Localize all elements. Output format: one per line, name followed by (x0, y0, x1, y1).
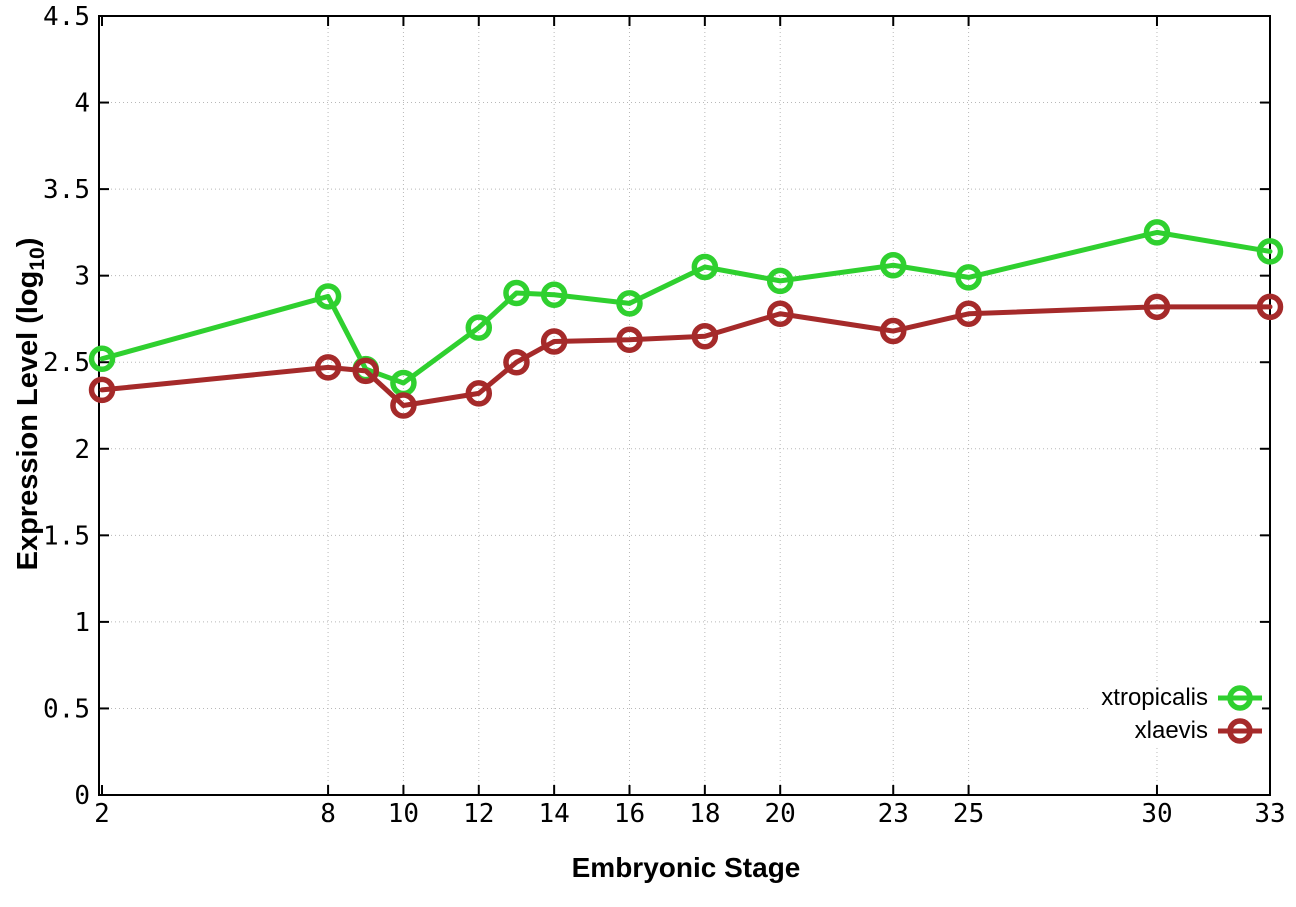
y-axis-title: Expression Level (log10) (12, 238, 50, 571)
data-point-xtropicalis (88, 345, 116, 373)
y-axis-title-suffix: ) (12, 237, 44, 248)
x-tick-label: 14 (538, 799, 569, 829)
data-point-xtropicalis (1143, 219, 1171, 246)
legend-label-xlaevis: xlaevis (1134, 717, 1208, 744)
data-point-xlaevis (766, 300, 794, 328)
data-point-xlaevis (691, 323, 719, 350)
data-point-xtropicalis (616, 290, 643, 317)
data-point-xlaevis (1143, 293, 1171, 321)
y-tick-label: 1.5 (43, 521, 90, 551)
data-point-xtropicalis (766, 267, 794, 295)
legend-sample-line-icon (1218, 685, 1262, 711)
legend-sample-line-icon (1218, 718, 1262, 744)
data-point-xtropicalis (1256, 238, 1284, 265)
data-point-xlaevis (88, 376, 116, 404)
legend-item-xlaevis: xlaevis (1135, 717, 1262, 745)
data-point-xlaevis (314, 354, 342, 381)
data-point-xlaevis (879, 317, 907, 345)
y-tick-label: 4 (74, 89, 90, 119)
x-tick-label: 16 (614, 799, 645, 829)
x-tick-label: 30 (1141, 799, 1172, 829)
x-tick-label: 23 (878, 799, 909, 829)
y-axis-title-text: Expression Level (log (12, 270, 44, 571)
data-point-xtropicalis (465, 314, 493, 341)
x-tick-label: 18 (689, 799, 720, 829)
x-tick-label: 10 (388, 799, 419, 829)
data-point-xtropicalis (503, 279, 530, 307)
legend-label-xtropicalis: xtropicalis (1101, 684, 1208, 711)
x-tick-label: 2 (94, 799, 110, 829)
x-tick-label: 12 (463, 799, 494, 829)
y-tick-label: 3.5 (43, 175, 90, 205)
y-tick-label: 1 (74, 608, 90, 638)
data-point-xtropicalis (691, 253, 719, 281)
data-point-xlaevis (955, 300, 982, 328)
data-point-xtropicalis (314, 283, 342, 310)
x-tick-label: 8 (320, 799, 336, 829)
data-point-xtropicalis (540, 281, 568, 308)
data-point-xtropicalis (879, 252, 907, 279)
data-point-xlaevis (540, 328, 568, 355)
data-point-xlaevis (616, 326, 643, 353)
data-point-xlaevis (352, 357, 380, 385)
data-point-xlaevis (503, 348, 530, 376)
y-tick-label: 3 (74, 262, 90, 292)
data-point-xlaevis (1256, 293, 1284, 321)
y-tick-label: 2.5 (43, 348, 90, 378)
legend-item-xtropicalis: xtropicalis (1101, 684, 1262, 712)
plot-border (98, 15, 1271, 796)
x-tick-label: 33 (1254, 799, 1285, 829)
y-tick-label: 0 (74, 781, 90, 811)
y-tick-label: 4.5 (43, 2, 90, 32)
x-tick-label: 20 (765, 799, 796, 829)
x-tick-label: 25 (953, 799, 984, 829)
y-tick-label: 2 (74, 435, 90, 465)
data-point-xlaevis (390, 392, 417, 419)
series-line-xlaevis (99, 304, 1273, 408)
y-axis-title-subscript: 10 (26, 247, 49, 271)
legend: xtropicalis xlaevis (1089, 684, 1262, 745)
x-axis-title: Embryonic Stage (571, 852, 801, 883)
data-point-xtropicalis (955, 264, 982, 291)
data-point-xlaevis (465, 380, 493, 407)
y-tick-label: 0.5 (43, 694, 90, 724)
